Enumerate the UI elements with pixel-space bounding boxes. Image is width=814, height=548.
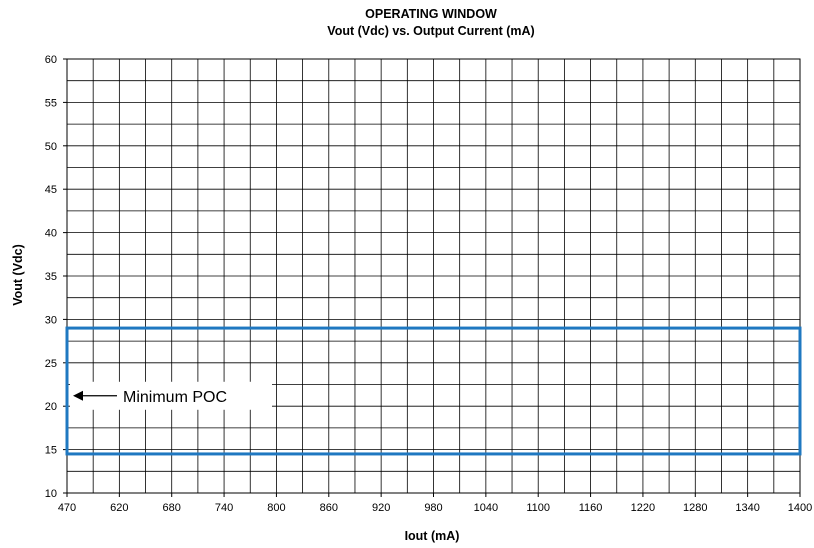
x-tick-label: 1160	[579, 502, 603, 514]
x-tick-label: 620	[110, 502, 128, 514]
x-tick-label: 470	[58, 502, 76, 514]
x-tick-label: 1280	[683, 502, 707, 514]
x-tick-label: 980	[424, 502, 442, 514]
x-tick-label: 860	[320, 502, 338, 514]
operating-window-rect	[65, 326, 802, 456]
annotation: Minimum POC	[70, 381, 272, 410]
y-tick-label: 30	[45, 314, 57, 326]
chart-title: OPERATING WINDOW	[365, 7, 497, 21]
x-tick-label: 680	[163, 502, 181, 514]
plot-area-border	[66, 58, 801, 494]
y-tick-label: 45	[45, 184, 57, 196]
chart-subtitle: Vout (Vdc) vs. Output Current (mA)	[327, 24, 534, 38]
x-tick-labels: 470 620 680 740 800 860 920 980 1040 1100 1160 1220…	[58, 493, 812, 514]
x-tick-label: 800	[267, 502, 285, 514]
y-tick-label: 10	[45, 488, 57, 500]
y-tick-label: 55	[45, 97, 57, 109]
x-tick-label: 1220	[631, 502, 655, 514]
grid	[67, 59, 800, 493]
y-tick-label: 60	[45, 54, 57, 66]
y-tick-labels: 10 15 20 25 30 35 40 45 50 55 60	[45, 54, 67, 500]
x-tick-label: 740	[215, 502, 233, 514]
y-tick-label: 25	[45, 358, 57, 370]
x-axis-label: Iout (mA)	[405, 529, 460, 543]
x-tick-label: 1100	[526, 502, 550, 514]
y-tick-label: 50	[45, 141, 57, 153]
x-tick-label: 1340	[735, 502, 759, 514]
annotation-arrow-head	[73, 390, 83, 401]
annotation-text: Minimum POC	[123, 389, 227, 406]
y-tick-label: 20	[45, 401, 57, 413]
y-tick-label: 15	[45, 445, 57, 457]
x-tick-label: 1400	[788, 502, 812, 514]
y-tick-label: 35	[45, 271, 57, 283]
y-tick-label: 40	[45, 228, 57, 240]
x-tick-label: 1040	[474, 502, 498, 514]
x-tick-label: 920	[372, 502, 390, 514]
y-axis-label: Vout (Vdc)	[11, 244, 25, 306]
